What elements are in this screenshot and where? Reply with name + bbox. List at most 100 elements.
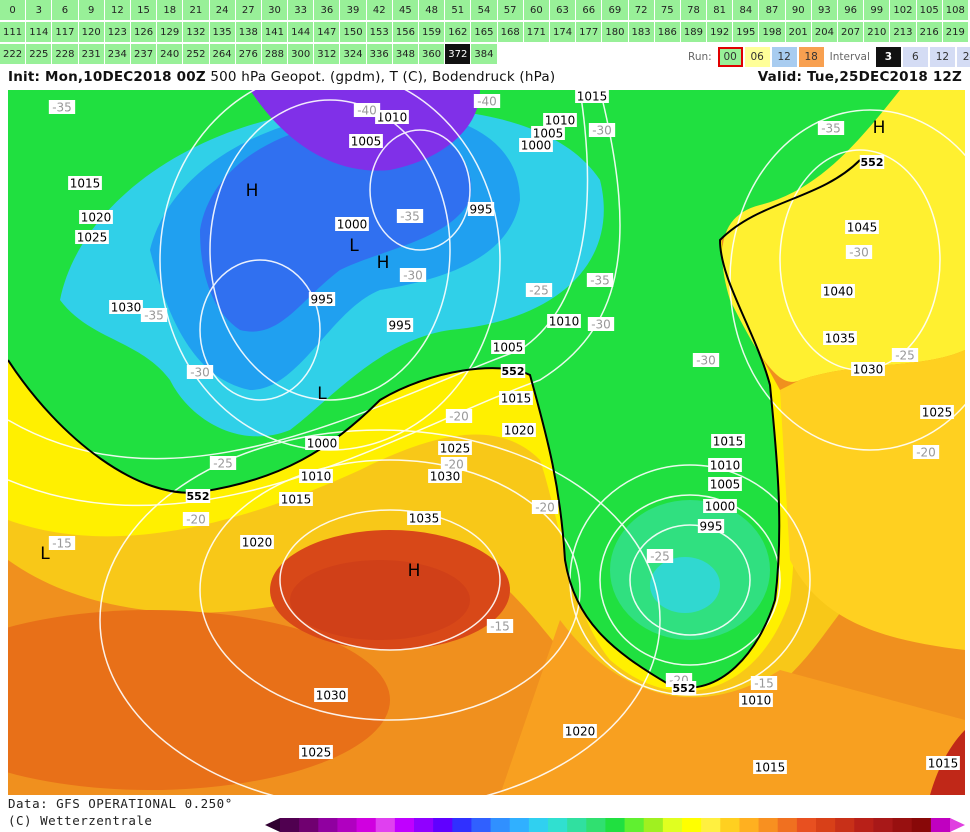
hour-link[interactable]: 234 [104, 44, 131, 65]
hour-link[interactable]: 120 [78, 22, 105, 43]
hour-link[interactable]: 78 [680, 0, 708, 21]
hour-link[interactable]: 360 [419, 44, 446, 65]
hour-link[interactable]: 45 [392, 0, 419, 21]
hour-link[interactable]: 135 [209, 22, 236, 43]
hour-link[interactable]: 117 [52, 22, 79, 43]
hour-link[interactable]: 225 [26, 44, 53, 65]
hour-link[interactable]: 18 [157, 0, 184, 21]
run-option[interactable]: 00 [717, 47, 743, 67]
hour-link[interactable]: 72 [628, 0, 655, 21]
hour-link[interactable]: 372 [445, 44, 472, 65]
hour-link[interactable]: 198 [759, 22, 786, 43]
hour-link[interactable]: 108 [942, 0, 969, 21]
hour-link[interactable]: 207 [838, 22, 865, 43]
hour-link[interactable]: 336 [366, 44, 393, 65]
hour-link[interactable]: 288 [261, 44, 289, 65]
hour-link[interactable]: 114 [26, 22, 53, 43]
hour-link[interactable]: 138 [235, 22, 262, 43]
interval-option[interactable]: 12 [929, 47, 955, 67]
hour-link[interactable]: 15 [130, 0, 158, 21]
hour-link[interactable]: 192 [707, 22, 734, 43]
hour-link[interactable]: 183 [628, 22, 655, 43]
hour-link[interactable]: 126 [130, 22, 158, 43]
hour-link[interactable]: 312 [314, 44, 341, 65]
hour-link[interactable]: 99 [864, 0, 891, 21]
hour-link[interactable]: 228 [52, 44, 79, 65]
hour-link[interactable]: 171 [523, 22, 550, 43]
hour-link[interactable]: 180 [602, 22, 629, 43]
hour-link[interactable]: 81 [707, 0, 734, 21]
hour-link[interactable]: 213 [890, 22, 917, 43]
hour-link[interactable]: 165 [471, 22, 498, 43]
hour-link[interactable]: 105 [916, 0, 943, 21]
hour-link[interactable]: 102 [890, 0, 917, 21]
hour-link[interactable]: 231 [78, 44, 105, 65]
hour-link[interactable]: 57 [497, 0, 524, 21]
hour-link[interactable]: 96 [838, 0, 865, 21]
hour-link[interactable]: 159 [419, 22, 446, 43]
hour-link[interactable]: 123 [104, 22, 131, 43]
hour-link[interactable]: 27 [235, 0, 262, 21]
hour-link[interactable]: 201 [785, 22, 812, 43]
hour-link[interactable]: 174 [549, 22, 577, 43]
hour-link[interactable]: 276 [235, 44, 262, 65]
hour-link[interactable]: 147 [314, 22, 341, 43]
interval-option[interactable]: 3 [875, 47, 901, 67]
hour-link[interactable]: 252 [183, 44, 210, 65]
hour-link[interactable]: 60 [523, 0, 550, 21]
hour-link[interactable]: 93 [811, 0, 838, 21]
hour-link[interactable]: 240 [157, 44, 184, 65]
hour-link[interactable]: 177 [576, 22, 603, 43]
hour-link[interactable]: 300 [288, 44, 315, 65]
hour-link[interactable]: 21 [183, 0, 210, 21]
hour-link[interactable]: 132 [183, 22, 210, 43]
hour-link[interactable]: 141 [261, 22, 289, 43]
hour-link[interactable]: 111 [0, 22, 27, 43]
hour-link[interactable]: 3 [26, 0, 53, 21]
hour-link[interactable]: 75 [654, 0, 681, 21]
interval-option[interactable]: 24 [956, 47, 970, 67]
hour-link[interactable]: 324 [340, 44, 367, 65]
hour-link[interactable]: 69 [602, 0, 629, 21]
hour-link[interactable]: 24 [209, 0, 236, 21]
hour-link[interactable]: 216 [916, 22, 943, 43]
hour-link[interactable]: 51 [445, 0, 472, 21]
run-option[interactable]: 18 [798, 47, 824, 67]
hour-link[interactable]: 237 [130, 44, 158, 65]
hour-link[interactable]: 36 [314, 0, 341, 21]
hour-link[interactable]: 222 [0, 44, 27, 65]
hour-link[interactable]: 12 [104, 0, 131, 21]
hour-link[interactable]: 84 [733, 0, 760, 21]
hour-link[interactable]: 168 [497, 22, 524, 43]
hour-link[interactable]: 30 [261, 0, 289, 21]
hour-link[interactable]: 9 [78, 0, 105, 21]
hour-link[interactable]: 39 [340, 0, 367, 21]
hour-link[interactable]: 6 [52, 0, 79, 21]
hour-link[interactable]: 144 [288, 22, 315, 43]
hour-link[interactable]: 210 [864, 22, 891, 43]
hour-link[interactable]: 33 [288, 0, 315, 21]
interval-option[interactable]: 6 [902, 47, 928, 67]
hour-link[interactable]: 156 [392, 22, 419, 43]
hour-link[interactable]: 384 [471, 44, 498, 65]
run-option[interactable]: 12 [771, 47, 797, 67]
hour-link[interactable]: 162 [445, 22, 472, 43]
hour-link[interactable]: 186 [654, 22, 681, 43]
hour-link[interactable]: 219 [942, 22, 969, 43]
hour-link[interactable]: 189 [680, 22, 708, 43]
hour-link[interactable]: 63 [549, 0, 577, 21]
run-option[interactable]: 06 [744, 47, 770, 67]
hour-link[interactable]: 66 [576, 0, 603, 21]
hour-link[interactable]: 129 [157, 22, 184, 43]
hour-link[interactable]: 87 [759, 0, 786, 21]
hour-link[interactable]: 150 [340, 22, 367, 43]
hour-link[interactable]: 54 [471, 0, 498, 21]
hour-link[interactable]: 195 [733, 22, 760, 43]
hour-link[interactable]: 348 [392, 44, 419, 65]
hour-link[interactable]: 90 [785, 0, 812, 21]
hour-link[interactable]: 0 [0, 0, 27, 21]
hour-link[interactable]: 42 [366, 0, 393, 21]
hour-link[interactable]: 264 [209, 44, 236, 65]
hour-link[interactable]: 48 [419, 0, 446, 21]
hour-link[interactable]: 204 [811, 22, 838, 43]
